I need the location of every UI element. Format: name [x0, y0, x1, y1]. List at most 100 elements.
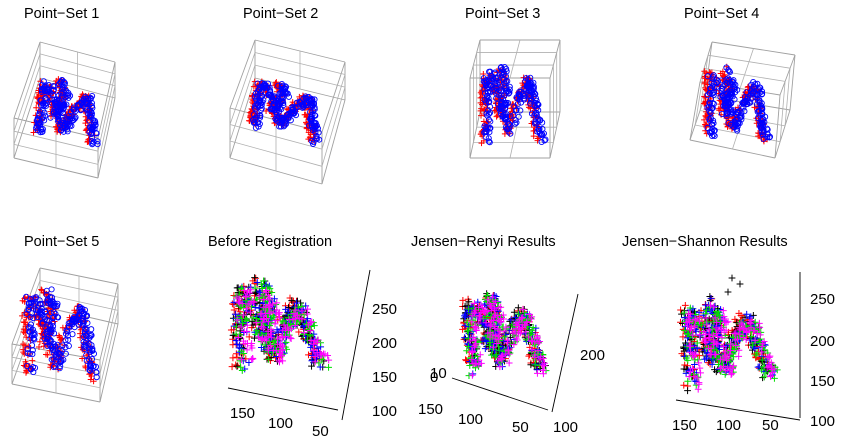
- circle-marker: [503, 84, 510, 91]
- z-tick-label: 200: [372, 335, 397, 352]
- circle-marker: [536, 117, 544, 124]
- circle-marker: [754, 80, 761, 87]
- circle-marker: [527, 98, 534, 105]
- circle-marker: [294, 103, 301, 111]
- circle-marker: [293, 99, 300, 106]
- circle-marker: [728, 108, 735, 115]
- x-axis-line: [451, 377, 549, 411]
- plus-marker: [82, 120, 89, 127]
- circle-marker: [718, 87, 725, 94]
- circle-marker: [710, 120, 717, 127]
- box-edge: [469, 39, 481, 79]
- circle-marker: [734, 127, 741, 134]
- box-edge: [774, 94, 781, 159]
- circle-marker: [49, 100, 56, 107]
- grid-line: [739, 48, 754, 89]
- circle-marker: [484, 124, 491, 131]
- circle-marker: [531, 99, 538, 106]
- circle-marker: [707, 95, 715, 103]
- x-tick-label: 150: [672, 417, 697, 434]
- circle-marker: [518, 88, 525, 96]
- circle-marker: [523, 75, 530, 82]
- point-set-panel: [11, 267, 119, 403]
- x-tick-label: 50: [512, 419, 529, 436]
- circle-marker: [254, 119, 261, 126]
- plus-marker: [478, 112, 485, 119]
- circle-marker: [757, 123, 764, 130]
- circle-marker: [36, 112, 43, 119]
- circle-marker: [707, 130, 714, 137]
- circle-marker: [69, 115, 76, 122]
- circle-marker: [314, 125, 321, 132]
- circle-marker: [708, 121, 715, 128]
- plus-marker: [514, 304, 522, 312]
- circle-marker: [487, 125, 494, 132]
- circle-marker: [507, 130, 514, 137]
- plus-marker: [701, 93, 708, 100]
- grid-line: [11, 280, 41, 358]
- circle-marker: [296, 98, 303, 105]
- circle-marker: [502, 105, 509, 112]
- circle-marker: [80, 96, 87, 103]
- circle-marker: [72, 114, 79, 121]
- circle-marker: [308, 115, 315, 122]
- circle-marker: [764, 126, 771, 133]
- circle-marker: [761, 119, 768, 126]
- circle-marker: [534, 100, 541, 107]
- grid-line: [13, 65, 41, 145]
- circle-marker: [710, 117, 717, 124]
- circle-marker: [60, 85, 67, 92]
- circle-marker: [308, 137, 315, 145]
- circle-marker: [525, 93, 532, 100]
- circle-marker: [89, 134, 96, 141]
- circle-marker: [725, 67, 732, 74]
- circle-marker: [490, 75, 497, 83]
- circle-marker: [728, 110, 735, 117]
- plus-marker: [302, 111, 309, 118]
- circle-marker: [731, 118, 738, 125]
- box-edge: [13, 41, 41, 119]
- circle-marker: [289, 106, 296, 113]
- circle-marker: [483, 77, 490, 84]
- circle-marker: [285, 93, 292, 100]
- circle-marker: [704, 104, 711, 111]
- circle-marker: [516, 96, 523, 103]
- circle-marker: [709, 132, 716, 140]
- circle-marker: [288, 109, 295, 116]
- plus-marker: [468, 371, 476, 379]
- circle-marker: [721, 94, 728, 101]
- circle-marker: [485, 135, 492, 142]
- plus-marker: [459, 297, 467, 304]
- plus-marker: [246, 117, 253, 124]
- circle-marker: [513, 119, 520, 126]
- circle-marker: [742, 94, 749, 101]
- x-tick-label: 150: [230, 405, 255, 422]
- circle-marker: [541, 137, 548, 144]
- circle-marker: [254, 97, 261, 104]
- grid-line: [13, 53, 41, 132]
- circle-marker: [511, 103, 518, 110]
- circle-marker: [726, 67, 733, 75]
- circle-marker: [306, 122, 313, 129]
- circle-marker: [751, 88, 758, 95]
- circle-marker: [88, 102, 96, 110]
- circle-marker: [483, 128, 490, 135]
- circle-marker: [264, 84, 271, 91]
- circle-marker: [506, 86, 513, 93]
- box-edge: [321, 99, 346, 185]
- panel-title: Point−Set 2: [243, 6, 319, 22]
- circle-marker: [57, 78, 65, 85]
- circle-marker: [485, 99, 492, 106]
- circle-marker: [760, 135, 767, 142]
- circle-marker: [91, 125, 98, 132]
- box-edge: [779, 54, 796, 96]
- circle-marker: [53, 108, 60, 115]
- circle-marker: [711, 84, 718, 91]
- x-tick-label: 100: [716, 417, 741, 434]
- circle-marker: [87, 124, 94, 131]
- circle-marker: [708, 128, 715, 136]
- circle-marker: [42, 95, 49, 102]
